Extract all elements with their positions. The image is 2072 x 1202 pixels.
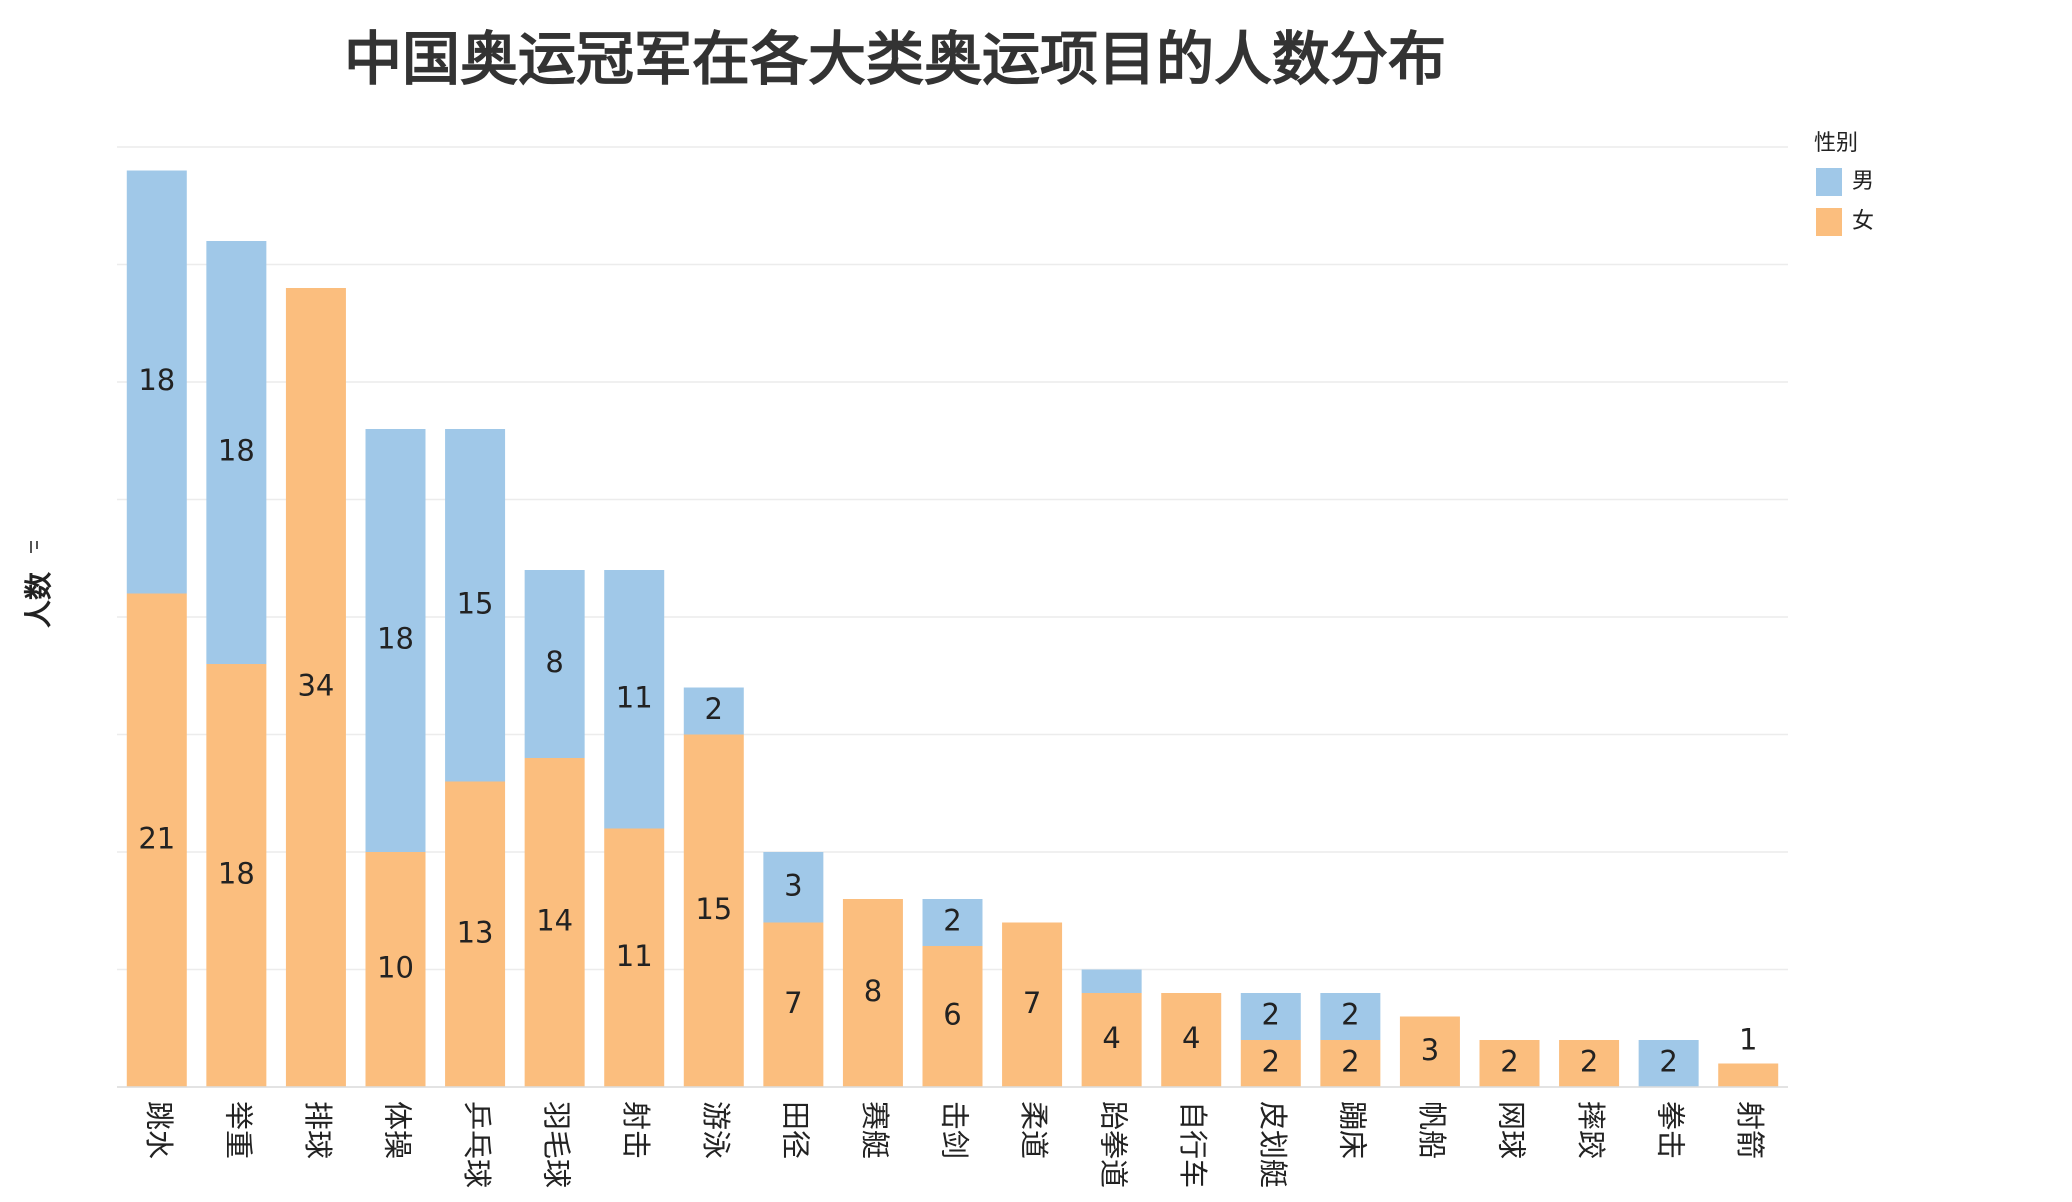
x-tick-label: 跳水 xyxy=(142,1101,176,1159)
data-label: 2 xyxy=(1341,998,1359,1032)
x-tick-label: 拳击 xyxy=(1654,1101,1688,1159)
bar-segment xyxy=(1240,1040,1301,1087)
legend-swatch xyxy=(1816,208,1842,236)
legend-title: 性别 xyxy=(1814,131,1858,156)
x-tick-label: 乒乓球 xyxy=(460,1101,494,1188)
data-label: 15 xyxy=(695,892,732,926)
x-tick-label: 皮划艇 xyxy=(1256,1101,1290,1188)
legend-label: 男 xyxy=(1852,169,1874,194)
x-tick-label: 柔道 xyxy=(1017,1101,1051,1159)
bar-segment xyxy=(445,781,506,1087)
x-tick-label: 射箭 xyxy=(1733,1101,1767,1159)
bar-segment xyxy=(126,170,187,594)
data-label: 2 xyxy=(1580,1045,1598,1079)
bar-segment xyxy=(1718,1063,1779,1087)
bar-segment xyxy=(763,852,824,923)
data-label: 6 xyxy=(943,998,961,1032)
x-tick-label: 体操 xyxy=(381,1101,415,1159)
bar-segment xyxy=(842,899,903,1087)
x-tick-label: 网球 xyxy=(1495,1101,1529,1159)
sort-icon xyxy=(30,541,38,553)
bar-segment xyxy=(604,828,665,1087)
data-label: 3 xyxy=(784,868,802,902)
data-label: 18 xyxy=(377,622,414,656)
legend-swatch xyxy=(1816,168,1842,196)
data-label: 18 xyxy=(218,857,255,891)
bar-segment xyxy=(445,429,506,782)
data-label: 8 xyxy=(864,974,882,1008)
bar-segment xyxy=(922,899,983,946)
bar-segment xyxy=(285,288,346,1087)
data-label: 18 xyxy=(138,363,175,397)
bar-segment xyxy=(1479,1040,1540,1087)
x-tick-label: 田径 xyxy=(778,1101,812,1159)
bar-segment xyxy=(365,852,426,1087)
chart-title: 中国奥运冠军在各大类奥运项目的人数分布 xyxy=(344,25,1446,93)
x-tick-label: 摔跤 xyxy=(1574,1101,1608,1159)
bar-segment xyxy=(126,593,187,1087)
x-tick-label: 自行车 xyxy=(1176,1101,1210,1188)
x-tick-label: 举重 xyxy=(221,1101,255,1159)
bar-segment xyxy=(1081,993,1142,1087)
bar-segment xyxy=(1002,922,1063,1087)
x-tick-label: 赛艇 xyxy=(858,1101,892,1159)
data-label: 13 xyxy=(457,915,494,949)
bar-segment xyxy=(683,734,744,1087)
data-label: 2 xyxy=(943,904,961,938)
bar-segment xyxy=(1399,1016,1460,1087)
bar-segment xyxy=(1638,1040,1699,1087)
data-label: 2 xyxy=(1262,1045,1280,1079)
data-label: 1 xyxy=(1739,1023,1757,1057)
x-tick-label: 射击 xyxy=(619,1101,653,1159)
bar-segment xyxy=(524,758,585,1087)
data-label: 4 xyxy=(1182,1021,1200,1055)
bar-segment xyxy=(1559,1040,1620,1087)
data-label: 2 xyxy=(1341,1045,1359,1079)
data-label: 7 xyxy=(784,986,802,1020)
data-label: 8 xyxy=(545,645,563,679)
bar-segment xyxy=(1081,969,1142,993)
data-label: 2 xyxy=(1659,1045,1677,1079)
data-label: 10 xyxy=(377,951,414,985)
data-label: 14 xyxy=(536,904,573,938)
bar-segment xyxy=(683,687,744,735)
data-label: 21 xyxy=(138,821,175,855)
x-tick-label: 羽毛球 xyxy=(540,1101,574,1188)
bar-segment xyxy=(604,570,665,829)
x-tick-label: 帆船 xyxy=(1415,1101,1449,1159)
data-label: 2 xyxy=(705,692,723,726)
bar-segment xyxy=(1320,1040,1381,1087)
data-label: 4 xyxy=(1102,1021,1120,1055)
x-tick-label: 跆拳道 xyxy=(1097,1101,1131,1188)
data-label: 34 xyxy=(297,669,334,703)
data-label: 7 xyxy=(1023,986,1041,1020)
data-label: 18 xyxy=(218,434,255,468)
data-label: 3 xyxy=(1421,1033,1439,1067)
bar-segment xyxy=(206,664,267,1087)
data-label: 11 xyxy=(616,680,653,714)
y-axis-title: 人数 xyxy=(22,571,55,628)
data-label: 2 xyxy=(1262,998,1280,1032)
bar-segment xyxy=(524,570,585,758)
bar-segment xyxy=(922,946,983,1087)
data-label: 11 xyxy=(616,939,653,973)
bar-segment xyxy=(1161,993,1222,1087)
bar-segment xyxy=(206,241,267,664)
data-label: 2 xyxy=(1500,1045,1518,1079)
data-label: 15 xyxy=(457,586,494,620)
x-tick-label: 排球 xyxy=(301,1101,335,1159)
bar-segment xyxy=(365,429,426,852)
bar-segment xyxy=(763,922,824,1087)
bar-segment xyxy=(1320,993,1381,1040)
legend-label: 女 xyxy=(1852,209,1874,234)
bar-segment xyxy=(1240,993,1301,1040)
x-tick-label: 游泳 xyxy=(699,1101,733,1159)
x-tick-label: 击剑 xyxy=(938,1101,972,1159)
x-tick-label: 蹦床 xyxy=(1335,1101,1369,1159)
